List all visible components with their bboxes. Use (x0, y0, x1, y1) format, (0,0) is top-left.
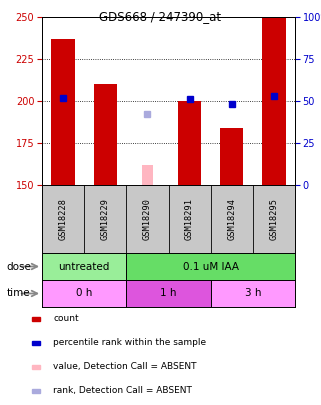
Bar (32, 318, 40, 320)
Bar (32, 365, 40, 369)
Text: GDS668 / 247390_at: GDS668 / 247390_at (100, 10, 221, 23)
Bar (126, 253, 295, 280)
Bar (262, 17, 285, 185)
Bar (142, 165, 153, 185)
Text: 0 h: 0 h (76, 288, 92, 298)
Bar (42, 253, 126, 280)
Text: 3 h: 3 h (245, 288, 261, 298)
Text: untreated: untreated (58, 262, 110, 271)
Text: GSM18229: GSM18229 (101, 198, 110, 240)
Bar (220, 128, 243, 185)
Text: value, Detection Call = ABSENT: value, Detection Call = ABSENT (53, 362, 196, 371)
Bar (32, 390, 40, 392)
Bar (42, 280, 126, 307)
Bar (126, 280, 211, 307)
Text: count: count (53, 315, 79, 324)
Bar (32, 341, 40, 345)
Text: GSM18228: GSM18228 (59, 198, 68, 240)
Text: percentile rank within the sample: percentile rank within the sample (53, 339, 206, 347)
Text: GSM18295: GSM18295 (269, 198, 278, 240)
Text: dose: dose (6, 262, 31, 271)
Text: 0.1 uM IAA: 0.1 uM IAA (183, 262, 239, 271)
Text: GSM18294: GSM18294 (227, 198, 236, 240)
Text: time: time (6, 288, 30, 298)
Text: rank, Detection Call = ABSENT: rank, Detection Call = ABSENT (53, 386, 192, 395)
Text: GSM18291: GSM18291 (185, 198, 194, 240)
Text: GSM18290: GSM18290 (143, 198, 152, 240)
Bar (51, 39, 75, 185)
Bar (211, 280, 295, 307)
Bar (94, 84, 117, 185)
Text: 1 h: 1 h (160, 288, 177, 298)
Bar (178, 101, 201, 185)
